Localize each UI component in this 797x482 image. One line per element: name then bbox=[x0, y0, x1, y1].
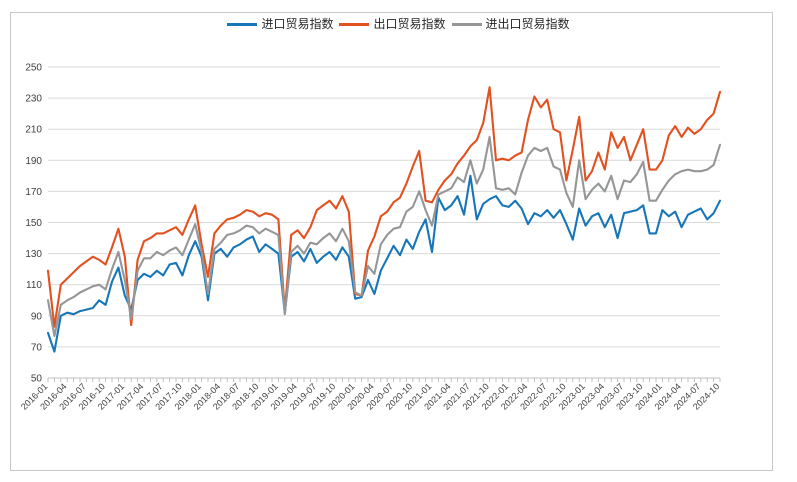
y-axis-label-70: 70 bbox=[31, 342, 43, 353]
y-axis-label-190: 190 bbox=[25, 156, 42, 167]
legend-line-swatch bbox=[227, 22, 258, 26]
y-axis-label-230: 230 bbox=[25, 94, 42, 105]
legend-item-export: 出口贸易指数 bbox=[339, 17, 446, 31]
y-axis-label-250: 250 bbox=[25, 63, 42, 74]
y-axis-label-130: 130 bbox=[25, 249, 42, 260]
legend-label: 进口贸易指数 bbox=[261, 17, 334, 31]
legend-line-swatch bbox=[339, 22, 370, 26]
y-axis-label-210: 210 bbox=[25, 125, 42, 136]
y-axis-label-90: 90 bbox=[31, 311, 43, 322]
series-line-export bbox=[46, 86, 722, 328]
legend-item-import: 进口贸易指数 bbox=[227, 17, 333, 31]
legend-line-swatch bbox=[451, 22, 482, 26]
chart-legend: 进口贸易指数 出口贸易指数 进出口贸易指数 bbox=[0, 17, 797, 31]
y-axis-label-170: 170 bbox=[25, 187, 42, 198]
legend-item-combined: 进出口贸易指数 bbox=[451, 17, 570, 31]
legend-label: 出口贸易指数 bbox=[373, 17, 446, 31]
y-axis-label-110: 110 bbox=[26, 280, 42, 291]
legend-label: 进出口贸易指数 bbox=[485, 17, 570, 31]
series-line-import bbox=[46, 174, 722, 353]
y-axis-label-150: 150 bbox=[25, 218, 42, 229]
chart-border bbox=[10, 12, 773, 471]
y-axis-label-50: 50 bbox=[31, 374, 43, 385]
series-line-combined bbox=[46, 135, 722, 338]
